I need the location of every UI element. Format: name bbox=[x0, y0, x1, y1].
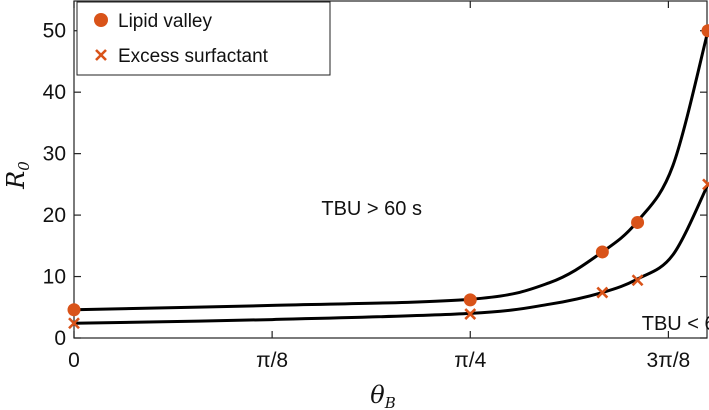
legend-marker-circle bbox=[94, 13, 108, 27]
data-point-x bbox=[596, 286, 609, 299]
y-tick-label: 30 bbox=[43, 143, 66, 166]
x-marker-stroke bbox=[702, 181, 709, 191]
data-point-circle bbox=[595, 245, 609, 259]
x-marker-stroke bbox=[631, 274, 644, 287]
data-point-x bbox=[464, 308, 477, 320]
data-point-circle bbox=[67, 303, 81, 317]
plot-frame bbox=[73, 0, 708, 339]
x-marker-stroke bbox=[596, 286, 609, 299]
x-tick-label: π/4 bbox=[454, 349, 486, 372]
y-tick-label: 0 bbox=[54, 327, 66, 350]
y-tick-label: 40 bbox=[43, 81, 66, 104]
annotation: TBU < 60 s bbox=[642, 313, 709, 335]
data-point-x bbox=[702, 178, 709, 191]
x-axis-label: θB bbox=[370, 381, 395, 410]
data-point-circle bbox=[701, 24, 709, 38]
data-point-circle bbox=[631, 215, 645, 229]
series-1-group bbox=[74, 30, 708, 312]
legend: Lipid valley Excess surfactant bbox=[76, 1, 331, 76]
y-tick-label: 10 bbox=[43, 266, 66, 289]
x-tick-label: 3π/8 bbox=[647, 349, 691, 372]
annotation: TBU > 60 s bbox=[321, 198, 422, 220]
fit-curve-series-2 bbox=[74, 183, 708, 325]
legend-label: Lipid valley bbox=[118, 11, 212, 32]
y-tick-label: 20 bbox=[43, 204, 66, 227]
y-axis-label: R0 bbox=[2, 161, 33, 190]
legend-label: Excess surfactant bbox=[118, 46, 269, 67]
legend-box bbox=[76, 1, 331, 76]
x-tick-label: 0 bbox=[68, 349, 80, 372]
data-point-x bbox=[68, 317, 80, 330]
series-2-group bbox=[74, 183, 708, 325]
y-tick-label: 50 bbox=[43, 20, 66, 43]
data-point-x bbox=[631, 274, 644, 287]
x-tick-label: π/8 bbox=[256, 349, 288, 372]
data-point-circle bbox=[463, 293, 477, 307]
x-marker-stroke bbox=[464, 308, 477, 320]
x-marker-stroke bbox=[68, 317, 80, 330]
fit-curve-series-1 bbox=[74, 30, 708, 312]
legend-marker-x bbox=[95, 49, 107, 61]
